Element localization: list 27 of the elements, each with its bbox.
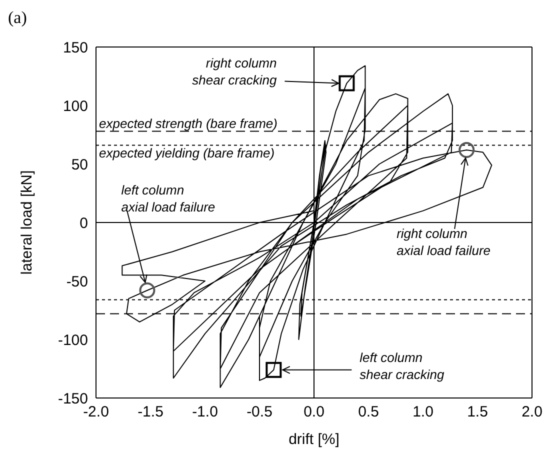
chart-title: (a) bbox=[8, 8, 27, 28]
annotation: left column shear cracking bbox=[360, 350, 445, 382]
point bbox=[139, 282, 156, 298]
x-tick-label: 1.0 bbox=[412, 404, 434, 421]
ref-line-label: expected strength (bare frame) bbox=[99, 116, 278, 132]
x-axis-title: drift [%] bbox=[288, 431, 340, 448]
annotation: right column axial load failure bbox=[396, 226, 491, 258]
x-tick-label: -0.5 bbox=[246, 404, 272, 421]
y-tick-label: 50 bbox=[71, 156, 88, 174]
x-tick-label: 0.0 bbox=[304, 404, 324, 421]
point bbox=[458, 142, 475, 158]
point bbox=[266, 362, 282, 378]
y-tick-label: 150 bbox=[62, 39, 88, 56]
y-tick-label: -50 bbox=[66, 273, 88, 290]
y-tick-label: 100 bbox=[62, 98, 88, 115]
ref-line-label: expected yielding (bare frame) bbox=[99, 146, 275, 161]
x-tick-label: 0.5 bbox=[358, 404, 379, 421]
x-tick-label: 2.0 bbox=[522, 404, 542, 421]
x-tick-label: 1.5 bbox=[467, 404, 488, 421]
annotation: left column axial load failure bbox=[121, 182, 216, 214]
x-tick-label: -1.0 bbox=[192, 404, 218, 421]
x-tick-label: -1.5 bbox=[138, 404, 164, 421]
y-tick-label: -100 bbox=[58, 332, 88, 349]
y-axis-title: lateral load [kN] bbox=[18, 170, 36, 275]
point bbox=[338, 75, 355, 92]
annotation: right column shear cracking bbox=[192, 55, 278, 88]
y-tick-label: 0 bbox=[80, 214, 88, 232]
